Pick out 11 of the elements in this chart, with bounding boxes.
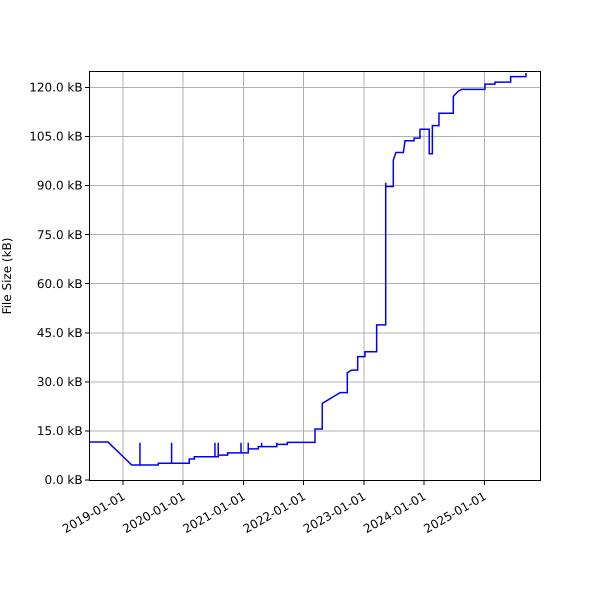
- line-series: [90, 72, 527, 466]
- y-axis-title: File Size (kB): [0, 238, 14, 314]
- y-tick-label: 30.0 kB: [36, 375, 83, 390]
- y-tick-label: 75.0 kB: [36, 228, 83, 242]
- y-tick-label: 0.0 kB: [44, 473, 83, 488]
- y-tick-label: 45.0 kB: [36, 326, 83, 340]
- y-tick-label: 60.0 kB: [36, 276, 83, 291]
- y-tick-label: 15.0 kB: [36, 424, 83, 438]
- y-tick-label: 90.0 kB: [36, 178, 83, 193]
- y-tick-label: 105.0 kB: [29, 130, 83, 144]
- y-tick-label: 120.0 kB: [29, 80, 83, 95]
